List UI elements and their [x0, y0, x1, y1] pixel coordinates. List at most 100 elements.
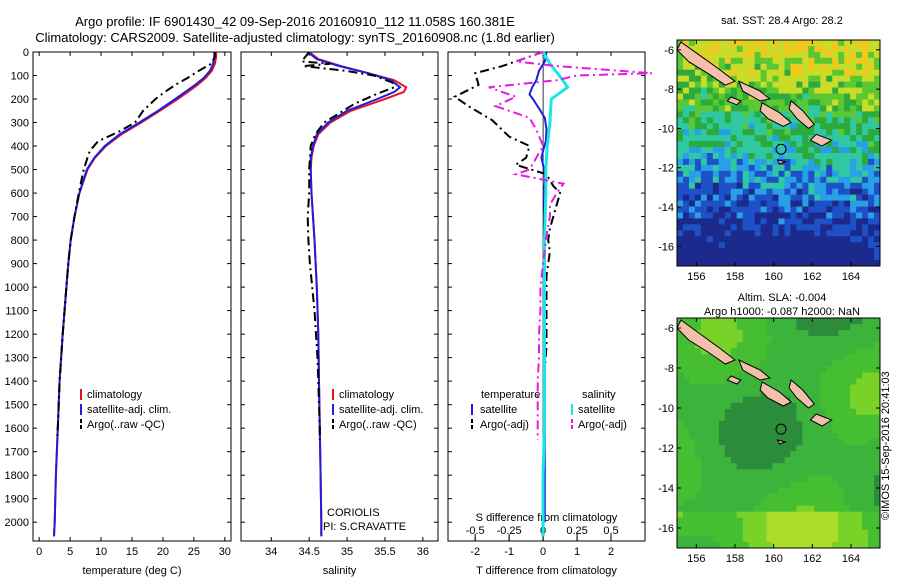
map-cell [724, 420, 732, 428]
map-cell [802, 75, 809, 83]
map-cell [838, 433, 845, 440]
map-cell [790, 135, 798, 142]
map-cell [850, 141, 857, 148]
map-cell [742, 336, 750, 343]
map-cell [808, 541, 815, 548]
map-cell [850, 523, 857, 531]
map-cell [802, 487, 809, 495]
map-cell [850, 129, 857, 136]
map-cell [784, 176, 792, 184]
map-cell [742, 63, 750, 71]
map-cell [874, 517, 880, 525]
map-cell [778, 40, 786, 47]
map-cell [844, 360, 851, 368]
map-cell [772, 535, 780, 543]
map-cell [677, 475, 684, 483]
map-cell [808, 170, 815, 178]
map-cell [826, 236, 833, 243]
map-cell [832, 324, 839, 331]
map-cell [862, 354, 869, 361]
map-cell [778, 129, 786, 136]
map-cell [814, 69, 821, 77]
map-cell [820, 336, 827, 343]
map-cell [874, 330, 880, 337]
map-cell [790, 188, 798, 196]
map-cell [677, 75, 684, 83]
map-cell [874, 117, 880, 124]
map-cell [772, 457, 780, 464]
map-cell [706, 248, 714, 255]
map-cell [706, 111, 714, 118]
map-cell [814, 158, 821, 166]
map-cell [838, 463, 845, 470]
map-cell [736, 51, 744, 59]
map-cell [677, 342, 684, 349]
map-cell [832, 194, 839, 202]
map-cell [724, 348, 732, 355]
map-cell [820, 426, 827, 434]
map-cell [778, 200, 786, 208]
map-cell [838, 390, 845, 398]
map-cell [802, 40, 809, 47]
map-cell [796, 463, 803, 470]
map-cell [700, 182, 708, 190]
map-cell [808, 457, 815, 464]
map-cell [694, 445, 702, 452]
map-cell [868, 469, 875, 476]
map-cell [802, 51, 809, 59]
map-cell [772, 260, 780, 266]
map-cell [748, 420, 756, 428]
map-cell [862, 426, 869, 434]
map-cell [790, 129, 798, 136]
map-cell [838, 69, 845, 77]
map-cell [778, 511, 786, 519]
map-cell [802, 135, 809, 142]
map-cell [820, 330, 827, 337]
map-cell [742, 135, 750, 142]
map-cell [677, 426, 684, 434]
map-cell [682, 117, 690, 124]
map-cell [712, 194, 720, 202]
map-cell [706, 360, 714, 368]
map-cell [742, 487, 750, 495]
map-cell [838, 45, 845, 53]
map-cell [718, 135, 726, 142]
map-cell [736, 535, 744, 543]
map-cell [730, 236, 738, 243]
map-cell [838, 182, 845, 190]
map-cell [748, 426, 756, 434]
map-cell [856, 541, 863, 548]
map-cell [748, 158, 756, 166]
map-cell [766, 439, 774, 446]
map-cell [682, 212, 690, 220]
map-cell [862, 384, 869, 392]
map-cell [724, 158, 732, 166]
map-cell [677, 511, 684, 519]
map-cell [724, 212, 732, 220]
map-cell [856, 439, 863, 446]
map-cell [706, 420, 714, 428]
map-cell [814, 176, 821, 184]
map-cell [820, 117, 827, 124]
map-cell [682, 153, 690, 160]
map-cell [742, 535, 750, 543]
map-cell [778, 330, 786, 337]
map-cell [754, 439, 762, 446]
map-cell [754, 99, 762, 107]
map-cell [844, 396, 851, 404]
map-cell [844, 505, 851, 513]
map-cell [688, 164, 696, 172]
map-cell [772, 224, 780, 231]
island [759, 102, 792, 128]
map-cell [682, 336, 690, 343]
map-cell [718, 117, 726, 124]
map-cell [826, 330, 833, 337]
map-cell [802, 499, 809, 507]
map-cell [706, 481, 714, 489]
map-cell [760, 200, 768, 208]
y-tick-label: 1500 [5, 400, 29, 412]
map-cell [862, 481, 869, 489]
map-cell [760, 426, 768, 434]
annotation-pi: PI: S.CRAVATTE [323, 521, 406, 533]
map-cell [856, 523, 863, 531]
